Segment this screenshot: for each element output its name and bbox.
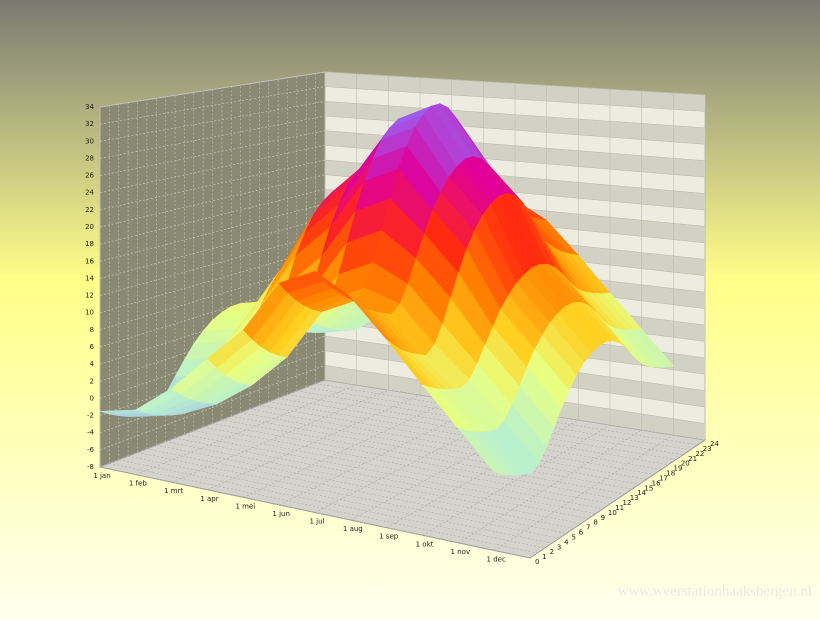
hour-tick-label: 23 [703,445,712,453]
grid-line [314,409,516,513]
hour-tick-label: 10 [608,509,617,517]
grid-line [279,404,484,506]
hour-tick-label: 14 [637,489,646,497]
hour-tick-label: 24 [710,440,719,448]
z-tick-label: -8 [87,463,94,471]
month-tick-label: 1 dec [487,555,506,563]
grid-line [494,434,674,551]
grid-line [386,419,579,528]
z-tick-label: -4 [87,429,95,437]
grid-line [99,174,326,228]
hour-tick-label: 22 [695,450,704,458]
month-tick-label: 1 mei [235,502,255,510]
grid-line [99,262,326,331]
grid-line [171,389,389,483]
z-tick-label: 30 [85,137,94,145]
month-tick-label: 1 sep [379,533,399,541]
hour-tick-label: 12 [623,499,632,507]
grid-line [99,379,326,468]
z-tick-label: 2 [90,377,94,385]
month-tick-label: 1 jun [272,510,290,518]
z-tick-label: 16 [85,257,94,265]
hour-tick-label: 11 [615,504,624,512]
z-tick-label: 24 [85,189,94,197]
z-tick-label: 8 [90,326,94,334]
hour-tick-label: 0 [535,558,539,566]
hour-tick-label: 1 [542,553,546,561]
hour-tick-label: 2 [550,548,554,556]
z-tick-label: -2 [87,412,94,420]
hour-tick-label: 15 [644,484,653,492]
hour-tick-label: 19 [674,465,683,473]
grid-line [207,394,421,491]
z-tick-label: 28 [85,154,94,162]
grid-line [118,459,545,549]
grid-line [99,218,326,279]
hour-tick-label: 5 [571,533,575,541]
z-tick-label: -6 [87,446,95,454]
z-tick-label: 20 [85,223,94,231]
hour-tick-label: 3 [557,543,561,551]
month-tick-label: 1 jul [309,518,324,526]
hour-tick-label: 20 [681,460,690,468]
month-tick-label: 1 feb [129,480,147,488]
z-tick-label: 6 [90,343,95,351]
grid-line [165,441,582,524]
z-tick-label: 32 [85,120,94,128]
hour-tick-label: 13 [630,494,639,502]
month-tick-label: 1 jan [93,472,110,480]
hour-tick-label: 21 [688,455,697,463]
hour-tick-label: 4 [564,538,569,546]
hour-tick-label: 7 [586,524,590,532]
surface-cell [457,427,503,475]
z-tick-label: 4 [90,360,95,368]
grid-line [422,424,611,536]
month-tick-label: 1 nov [451,548,471,556]
z-tick-label: 12 [85,292,94,300]
month-tick-label: 1 okt [416,540,434,548]
z-tick-label: 18 [85,240,94,248]
grid-line [99,232,326,296]
hour-tick-label: 18 [666,470,675,478]
hour-tick-label: 16 [652,479,661,487]
z-tick-label: 0 [90,394,94,402]
z-tick-label: 10 [85,309,94,317]
watermark: www.weerstationhaaksbergen.nl [617,583,812,599]
z-tick-label: 22 [85,206,94,214]
month-tick-label: 1 mrt [164,487,183,495]
month-tick-label: 1 apr [200,495,218,503]
month-tick-label: 1 aug [343,525,363,533]
grid-line [99,247,326,314]
hour-tick-label: 8 [593,519,597,527]
grid-line [203,426,611,505]
hour-tick-label: 6 [579,529,584,537]
z-tick-label: 34 [85,103,94,111]
z-tick-label: 26 [85,172,94,180]
plot: -8-6-4-202468101214161820222426283032340… [85,71,719,566]
grid-line [99,159,326,211]
grid-line [240,412,640,485]
grid-line [296,390,684,456]
hour-tick-label: 9 [601,514,605,522]
hour-tick-label: 17 [659,474,668,482]
z-tick-label: 14 [85,274,94,282]
